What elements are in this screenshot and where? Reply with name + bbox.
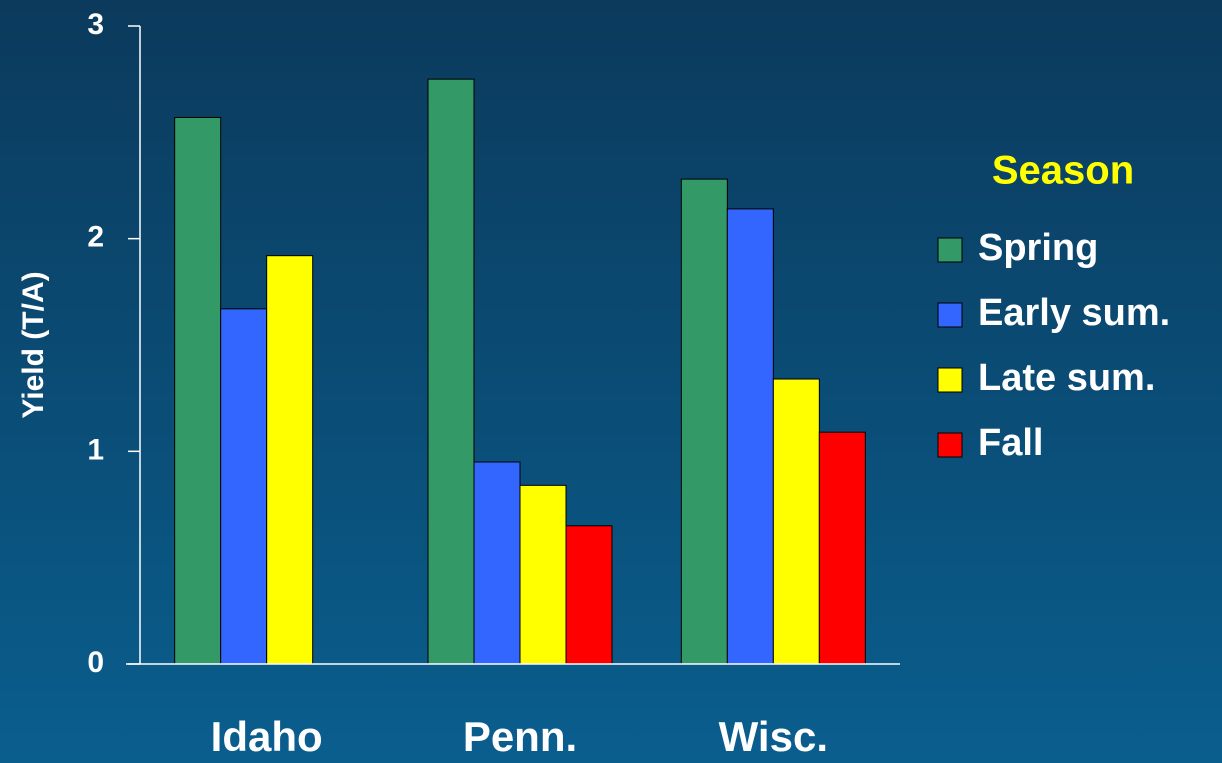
bar	[473, 461, 521, 665]
x-tick-label: Penn.	[463, 713, 577, 760]
bar	[772, 378, 820, 665]
legend-label: Fall	[978, 422, 1043, 464]
bar	[220, 308, 268, 665]
legend-swatch	[937, 237, 963, 263]
y-tick-label: 3	[87, 8, 104, 41]
y-axis-label: Yield (T/A)	[17, 271, 50, 418]
bar	[818, 431, 866, 665]
bar	[726, 208, 774, 665]
legend-swatch	[937, 302, 963, 328]
bar	[565, 525, 613, 665]
bar	[680, 178, 728, 665]
legend-label: Early sum.	[978, 292, 1170, 334]
y-tick-label: 0	[87, 646, 104, 679]
y-tick-label: 1	[87, 433, 104, 466]
legend-swatch	[937, 367, 963, 393]
bar	[519, 484, 567, 665]
bar	[174, 116, 222, 665]
legend-label: Spring	[978, 227, 1098, 269]
x-tick-label: Idaho	[211, 713, 323, 760]
y-tick-label: 2	[87, 221, 104, 254]
legend-title: Season	[992, 149, 1134, 193]
legend-label: Late sum.	[978, 357, 1155, 399]
bar	[266, 255, 314, 665]
legend-swatch	[937, 432, 963, 458]
x-tick-label: Wisc.	[719, 713, 828, 760]
bar	[427, 78, 475, 665]
